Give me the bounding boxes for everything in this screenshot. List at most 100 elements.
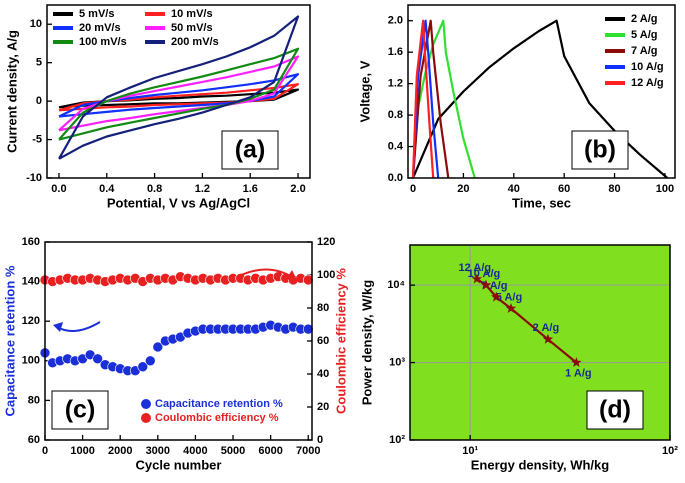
x-axis-label: Potential, V vs Ag/AgCl bbox=[107, 195, 250, 210]
y-tick-label: 0.8 bbox=[388, 109, 403, 121]
point bbox=[152, 341, 164, 353]
line bbox=[58, 15, 300, 160]
arrow bbox=[236, 268, 293, 278]
y-tick-label: 10² bbox=[389, 434, 405, 446]
x-tick-label: 40 bbox=[508, 183, 520, 195]
x-axis-label: Cycle number bbox=[136, 457, 222, 472]
y-tick-label: 140 bbox=[22, 276, 40, 288]
legend-label: 100 mV/s bbox=[79, 36, 127, 48]
point bbox=[302, 323, 314, 335]
legend-label: 20 mV/s bbox=[79, 22, 121, 34]
y-tick-label: 1.6 bbox=[388, 46, 403, 58]
line bbox=[58, 83, 300, 112]
point bbox=[144, 355, 156, 367]
y2-tick-label: 120 bbox=[317, 236, 335, 248]
panel-label-box bbox=[51, 390, 109, 430]
plot-frame bbox=[409, 244, 671, 441]
y-tick-label: 10³ bbox=[389, 356, 405, 368]
x-tick-label: 1000 bbox=[70, 445, 94, 457]
x-tick-label: 0.4 bbox=[99, 183, 115, 195]
panel-label-box bbox=[571, 130, 629, 170]
line bbox=[58, 47, 300, 141]
y-tick-label: 160 bbox=[22, 236, 40, 248]
y2-tick-label: 20 bbox=[317, 401, 329, 413]
star-marker bbox=[480, 279, 492, 290]
x-tick-label: 0 bbox=[42, 445, 48, 457]
point bbox=[302, 274, 314, 286]
x-tick-label: 5000 bbox=[221, 445, 245, 457]
y-tick-label: 0.4 bbox=[388, 140, 404, 152]
panel-label-box bbox=[221, 130, 279, 170]
star-marker bbox=[505, 303, 517, 313]
x-axis-label: Time, sec bbox=[512, 195, 571, 210]
legend-label: Capacitance retention % bbox=[155, 398, 283, 410]
arrow-head bbox=[286, 270, 298, 282]
star-marker bbox=[471, 273, 483, 284]
x-tick-label: 1.2 bbox=[195, 183, 210, 195]
x-tick-label: 10² bbox=[662, 445, 678, 457]
legend-label: 10 mV/s bbox=[171, 8, 213, 20]
legend-marker bbox=[141, 413, 151, 423]
legend-label: 10 A/g bbox=[631, 61, 664, 73]
line bbox=[58, 55, 300, 132]
y-tick-label: 10 bbox=[30, 18, 42, 30]
point bbox=[92, 353, 103, 365]
x-tick-label: 100 bbox=[656, 183, 674, 195]
y-axis-label: Power density, W/kg bbox=[359, 280, 374, 406]
x-tick-label: 2.0 bbox=[290, 183, 305, 195]
x-tick-label: 0 bbox=[410, 183, 416, 195]
arrow-head bbox=[53, 322, 63, 332]
y2-tick-label: 0 bbox=[317, 434, 323, 446]
point-label: 2 A/g bbox=[533, 322, 560, 334]
legend-label: 50 mV/s bbox=[171, 22, 213, 34]
x-tick-label: 1.6 bbox=[243, 183, 258, 195]
y-tick-label: 100 bbox=[22, 355, 40, 367]
star-marker bbox=[542, 333, 554, 344]
y-tick-label: 0 bbox=[36, 95, 42, 107]
plot-frame bbox=[407, 4, 676, 179]
panel-label: (b) bbox=[584, 136, 616, 164]
line bbox=[411, 19, 476, 179]
plot-frame bbox=[46, 4, 311, 179]
legend-label: 5 mV/s bbox=[79, 8, 114, 20]
y-axis-label: Capacitance retention % bbox=[2, 265, 17, 416]
x-tick-label: 3000 bbox=[146, 445, 170, 457]
legend-marker bbox=[141, 399, 151, 409]
line bbox=[411, 19, 435, 179]
legend-label: 2 A/g bbox=[631, 13, 658, 25]
panel-label: (d) bbox=[599, 396, 631, 424]
x-tick-label: 0.8 bbox=[147, 183, 162, 195]
y-tick-label: 2.0 bbox=[388, 15, 403, 27]
y-tick-label: 5 bbox=[36, 57, 42, 69]
y-tick-label: -10 bbox=[26, 172, 42, 184]
x-tick-label: 10¹ bbox=[462, 445, 478, 457]
point-label: 12 A/g bbox=[459, 262, 492, 274]
star-marker bbox=[491, 291, 502, 302]
x-tick-label: 60 bbox=[558, 183, 570, 195]
y-axis-label: Voltage, V bbox=[357, 60, 372, 122]
legend-label: 7 A/g bbox=[631, 45, 658, 57]
x-tick-label: 2000 bbox=[108, 445, 132, 457]
y-axis-label: Current density, A/g bbox=[4, 30, 19, 153]
y-tick-label: -5 bbox=[32, 133, 42, 145]
y2-tick-label: 40 bbox=[317, 368, 329, 380]
point bbox=[137, 361, 149, 373]
y2-tick-label: 60 bbox=[317, 335, 329, 347]
panel-label: (c) bbox=[65, 396, 96, 424]
point-label: 1 A/g bbox=[565, 367, 592, 379]
y2-tick-label: 100 bbox=[317, 269, 335, 281]
x-tick-label: 7000 bbox=[296, 445, 320, 457]
legend-label: 12 A/g bbox=[631, 77, 664, 89]
x-tick-label: 80 bbox=[608, 183, 620, 195]
point-label: 7 A/g bbox=[481, 280, 508, 292]
legend-label: 5 A/g bbox=[631, 29, 658, 41]
x-axis-label: Energy density, Wh/kg bbox=[471, 457, 610, 472]
star-marker bbox=[571, 357, 582, 367]
y-tick-label: 1.2 bbox=[388, 78, 403, 90]
x-tick-label: 6000 bbox=[258, 445, 282, 457]
legend-label: Coulombic efficiency % bbox=[155, 412, 279, 424]
y-tick-label: 120 bbox=[22, 315, 40, 327]
y-tick-label: 10⁴ bbox=[387, 279, 405, 291]
y-tick-label: 60 bbox=[28, 434, 40, 446]
